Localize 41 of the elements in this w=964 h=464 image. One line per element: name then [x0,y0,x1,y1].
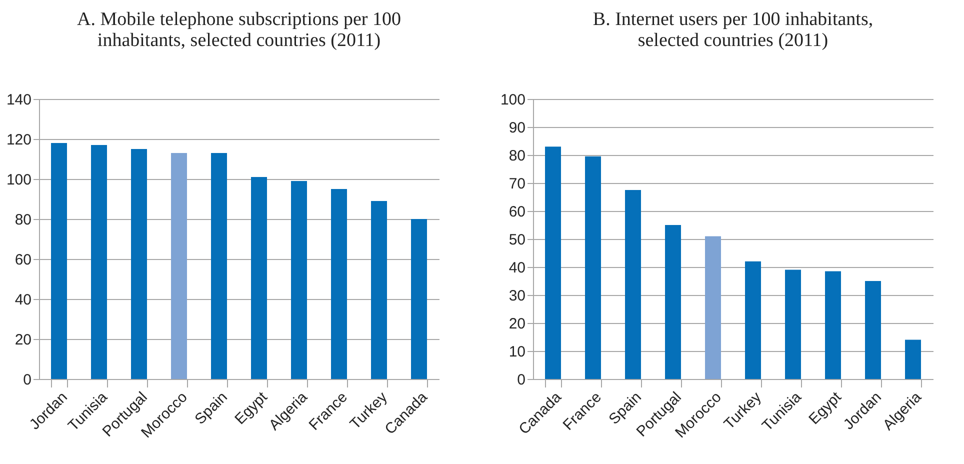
bar [371,201,387,379]
y-tick-label: 140 [6,92,32,108]
bar [411,219,427,379]
bar [91,145,107,379]
y-tick-label: 20 [14,332,32,348]
bar [825,271,841,379]
y-tick-label: 0 [517,372,526,388]
bar [171,153,187,379]
y-tick-label: 30 [508,288,526,304]
bar [251,177,267,379]
y-tick-label: 90 [508,120,526,136]
y-tick-label: 100 [6,172,32,188]
bar [211,153,227,379]
bar [291,181,307,379]
bar [865,281,881,379]
bar [585,156,601,379]
y-tick-label: 80 [508,148,526,164]
y-tick-label: 10 [508,344,526,360]
y-tick-label: 100 [500,92,526,108]
y-tick-label: 80 [14,212,32,228]
chart-title: A. Mobile telephone subscriptions per 100 inhabitants, selected countries (2011) [76,9,402,51]
y-tick-label: 50 [508,232,526,248]
bar [745,261,761,379]
bar [705,236,721,379]
bar [331,189,347,379]
bar [785,270,801,379]
bar [131,149,147,379]
bar [665,225,681,379]
bar [905,340,921,379]
y-tick-label: 20 [508,316,526,332]
y-tick-label: 0 [23,372,32,388]
y-tick-label: 40 [14,292,32,308]
y-tick-label: 120 [6,132,32,148]
bar [625,190,641,379]
y-tick-label: 60 [14,252,32,268]
chart-title: B. Internet users per 100 inhabitants, selected countries (2011) [592,9,874,51]
y-tick-label: 70 [508,176,526,192]
y-tick-label: 40 [508,260,526,276]
bar [545,146,561,379]
y-tick-label: 60 [508,204,526,220]
bar [51,143,67,379]
